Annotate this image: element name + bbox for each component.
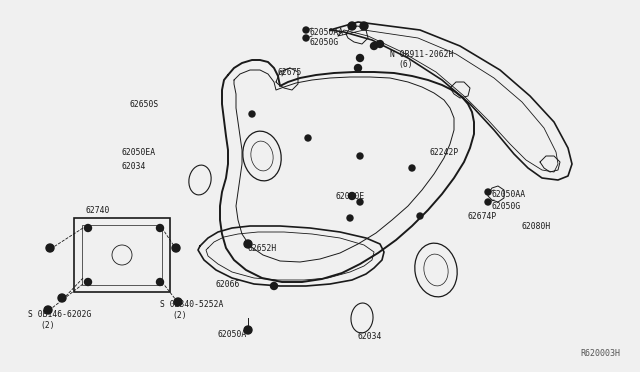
Circle shape — [244, 326, 252, 334]
Bar — [82, 225, 162, 285]
Circle shape — [348, 22, 356, 30]
Text: 62652H: 62652H — [248, 244, 277, 253]
Text: 62740: 62740 — [86, 206, 110, 215]
Circle shape — [244, 240, 252, 248]
Text: 62050EA: 62050EA — [122, 148, 156, 157]
Circle shape — [360, 22, 368, 30]
Circle shape — [485, 189, 491, 195]
Text: 62034: 62034 — [122, 162, 147, 171]
Circle shape — [271, 282, 278, 289]
Text: 62080H: 62080H — [522, 222, 551, 231]
Text: (2): (2) — [172, 311, 187, 320]
Circle shape — [485, 199, 491, 205]
Text: N 0B911-2062H: N 0B911-2062H — [390, 50, 453, 59]
Text: R620003H: R620003H — [580, 349, 620, 358]
Text: S 0B146-6202G: S 0B146-6202G — [28, 310, 92, 319]
Text: 62050E: 62050E — [335, 192, 364, 201]
Circle shape — [371, 42, 378, 49]
Circle shape — [303, 27, 309, 33]
Text: (2): (2) — [40, 321, 54, 330]
Circle shape — [174, 298, 182, 306]
Text: 62050A: 62050A — [218, 330, 247, 339]
Text: 62650S: 62650S — [130, 100, 159, 109]
Bar — [74, 218, 170, 292]
Circle shape — [58, 294, 66, 302]
Circle shape — [417, 213, 423, 219]
Circle shape — [376, 41, 383, 48]
Circle shape — [157, 279, 163, 285]
Circle shape — [356, 55, 364, 61]
Circle shape — [303, 35, 309, 41]
Text: 62050AA: 62050AA — [310, 28, 344, 37]
Text: 62675: 62675 — [278, 68, 302, 77]
Text: S 0B340-5252A: S 0B340-5252A — [160, 300, 223, 309]
Circle shape — [305, 135, 311, 141]
Circle shape — [349, 192, 355, 199]
Text: 62034: 62034 — [358, 332, 382, 341]
Text: 62050AA: 62050AA — [492, 190, 526, 199]
Circle shape — [84, 279, 92, 285]
Circle shape — [409, 165, 415, 171]
Text: 62674P: 62674P — [467, 212, 496, 221]
Circle shape — [249, 111, 255, 117]
Text: 62050G: 62050G — [310, 38, 339, 47]
Circle shape — [357, 199, 363, 205]
Text: 62242P: 62242P — [430, 148, 460, 157]
Circle shape — [347, 215, 353, 221]
Text: 62066: 62066 — [215, 280, 239, 289]
Circle shape — [157, 224, 163, 231]
Circle shape — [357, 153, 363, 159]
Text: (6): (6) — [398, 60, 413, 69]
Circle shape — [84, 224, 92, 231]
Circle shape — [172, 244, 180, 252]
Circle shape — [46, 244, 54, 252]
Text: 62050G: 62050G — [492, 202, 521, 211]
Circle shape — [355, 64, 362, 71]
Circle shape — [44, 306, 52, 314]
